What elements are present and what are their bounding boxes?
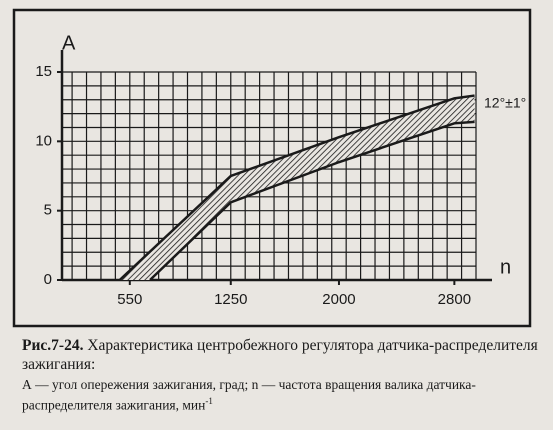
y-tick-label: 5: [44, 202, 52, 219]
band-edge: [118, 94, 475, 281]
x-tick-label: 1250: [214, 291, 247, 308]
band-edge: [149, 120, 475, 281]
x-axis-label: n: [500, 256, 511, 278]
x-tick-label: 2800: [438, 291, 471, 308]
caption-label: Рис.7-24.: [22, 337, 84, 354]
caption-note-sup: -1: [205, 396, 213, 406]
caption-note: А — угол опережения зажигания, град; n —…: [22, 376, 542, 414]
y-tick-label: 10: [35, 132, 52, 149]
annotation: 12°±1°: [484, 95, 526, 111]
caption-note-text: А — угол опережения зажигания, град; n —…: [22, 377, 476, 413]
band-fill: [119, 95, 475, 280]
chart: A n 12°±1° 0 5 10 15 550 1250 2000 2800: [12, 8, 532, 328]
caption-title: Характеристика центробежного регулятора …: [22, 337, 538, 373]
y-axis-label: A: [62, 32, 76, 54]
caption: Рис.7-24. Характеристика центробежного р…: [22, 336, 542, 414]
y-tick-label: 15: [35, 63, 52, 80]
x-tick-label: 2000: [322, 291, 355, 308]
frame: [12, 8, 532, 328]
x-tick-label: 550: [117, 291, 142, 308]
y-tick-label: 0: [44, 271, 52, 288]
